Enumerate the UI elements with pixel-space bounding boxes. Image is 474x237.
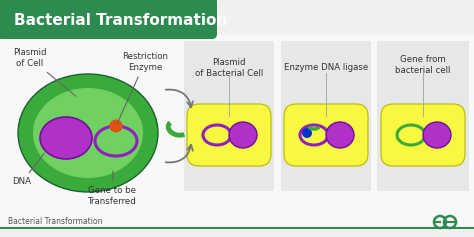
Circle shape <box>109 119 122 132</box>
Ellipse shape <box>423 122 451 148</box>
Text: Bacterial Transformation: Bacterial Transformation <box>8 218 102 227</box>
Circle shape <box>302 128 312 138</box>
Ellipse shape <box>40 117 92 159</box>
FancyBboxPatch shape <box>284 104 368 166</box>
Text: Gene to be
Transferred: Gene to be Transferred <box>88 171 137 206</box>
Text: Bacterial Transformation: Bacterial Transformation <box>14 13 227 27</box>
Text: Enzyme DNA ligase: Enzyme DNA ligase <box>284 64 368 73</box>
Ellipse shape <box>326 122 354 148</box>
Ellipse shape <box>33 88 143 178</box>
FancyBboxPatch shape <box>377 41 469 191</box>
Ellipse shape <box>18 74 158 192</box>
FancyBboxPatch shape <box>184 41 274 191</box>
Ellipse shape <box>229 122 257 148</box>
Text: Plasmid
of Bacterial Cell: Plasmid of Bacterial Cell <box>195 58 263 78</box>
Text: Gene from
bacterial cell: Gene from bacterial cell <box>395 55 451 75</box>
FancyBboxPatch shape <box>0 35 474 230</box>
Text: Plasmid
of Cell: Plasmid of Cell <box>13 48 76 96</box>
FancyBboxPatch shape <box>281 41 371 191</box>
Text: Restriction
Enzyme: Restriction Enzyme <box>117 52 168 123</box>
Text: DNA: DNA <box>12 153 44 187</box>
FancyBboxPatch shape <box>381 104 465 166</box>
FancyBboxPatch shape <box>0 0 217 39</box>
FancyBboxPatch shape <box>187 104 271 166</box>
